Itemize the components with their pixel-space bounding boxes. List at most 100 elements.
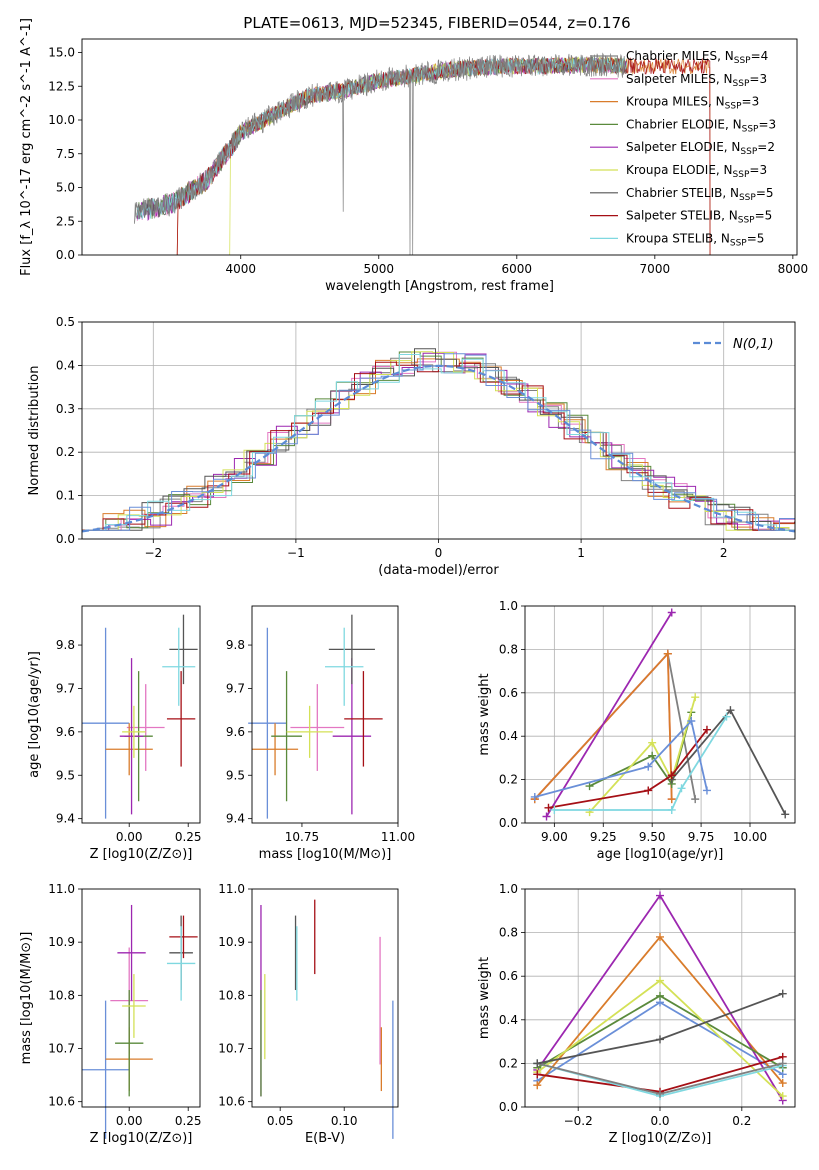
error-bar-point xyxy=(82,1000,130,1139)
y-tick-label: 9.7 xyxy=(226,681,245,695)
weight-lines xyxy=(533,891,787,1105)
error-bar-point xyxy=(117,904,146,1001)
weight-marker xyxy=(533,1059,542,1068)
weight-marker xyxy=(656,1089,664,1098)
x-axis-label: (data-model)/error xyxy=(378,563,499,578)
weight-series xyxy=(542,608,676,821)
y-tick-label: 0.0 xyxy=(56,532,75,546)
histogram-series xyxy=(84,354,795,531)
axes-frame xyxy=(81,321,796,540)
y-tick-label: 9.8 xyxy=(226,638,245,652)
x-tick-label: 11.00 xyxy=(381,830,415,844)
error-bar-point xyxy=(325,627,364,706)
panel-spectrum: Chabrier MILES, NSSP=4 Salpeter MILES, NS… xyxy=(19,18,808,294)
weight-marker xyxy=(656,891,664,900)
panel-weight_vs_Z: −0.2 0.0 0.2 0.0 0.2 0.4 0.6 0.8 1.0 Z [log10(Z/Z… xyxy=(477,882,796,1146)
y-axis-label: mass [log10(M/M⊙)] xyxy=(19,932,34,1065)
y-tick-label: 0.2 xyxy=(56,445,75,459)
axes-frame xyxy=(524,605,796,824)
x-axis-label: age [log10(age/yr)] xyxy=(597,847,724,862)
error-bar-point xyxy=(271,671,302,802)
y-tick-label: 0.8 xyxy=(499,642,518,656)
weight-marker xyxy=(544,803,553,812)
weight-marker xyxy=(530,792,539,801)
x-tick-label: 0.25 xyxy=(175,1114,202,1128)
y-tick-label: 10.6 xyxy=(48,1095,75,1109)
x-tick-label: −2 xyxy=(144,546,162,560)
y-tick-label: 9.6 xyxy=(226,725,245,739)
y-tick-label: 10.9 xyxy=(48,935,75,949)
axes-frame xyxy=(251,605,399,824)
legend-entry: Kroupa MILES, NSSP=3 xyxy=(626,95,759,112)
error-bars xyxy=(82,904,198,1139)
error-bar-point xyxy=(252,723,299,776)
weight-marker xyxy=(691,693,700,702)
axes-frame xyxy=(81,605,201,824)
histogram-series xyxy=(82,351,795,531)
y-tick-label: 0.5 xyxy=(56,315,75,329)
error-bars xyxy=(260,899,394,1139)
legend-entry: Kroupa ELODIE, NSSP=3 xyxy=(626,163,767,180)
weight-marker xyxy=(722,712,731,721)
y-tick-label: 1.0 xyxy=(499,599,518,613)
x-tick-label: 9.00 xyxy=(541,830,568,844)
error-bars xyxy=(82,614,198,819)
weight-marker xyxy=(691,795,700,804)
panel-age_vs_Z: 0.00 0.25 9.4 9.5 9.6 9.7 9.8 Z [log10(Z/Z⊙)] ag… xyxy=(27,605,202,862)
y-tick-label: 10.7 xyxy=(218,1042,245,1056)
plot-area xyxy=(82,614,198,819)
weight-marker xyxy=(644,786,653,795)
legend-entry: Chabrier MILES, NSSP=4 xyxy=(626,49,768,66)
x-tick-label: 0.25 xyxy=(175,830,202,844)
weight-marker xyxy=(656,976,664,985)
y-tick-label: 10.0 xyxy=(48,113,75,127)
x-tick-label: 9.25 xyxy=(590,830,617,844)
legend: N(0,1) xyxy=(693,337,774,352)
error-bar-point xyxy=(122,974,146,1038)
axes-frame xyxy=(81,888,201,1108)
weight-marker xyxy=(778,1059,787,1068)
weight-marker xyxy=(667,805,676,814)
weight-line xyxy=(548,729,708,809)
weight-series xyxy=(585,708,696,791)
weight-line xyxy=(545,612,673,817)
figure-title: PLATE=0613, MJD=52345, FIBERID=0544, z=0… xyxy=(243,14,630,32)
y-tick-label: 10.8 xyxy=(218,988,245,1002)
weight-marker xyxy=(702,786,711,795)
y-tick-label: 10.7 xyxy=(48,1042,75,1056)
panel-residuals: N(0,1) −2 −1 0 1 2 0.0 0.1 0.2 0.3 0.4 0.5 (data-mod… xyxy=(27,315,796,578)
error-bars xyxy=(248,614,383,819)
y-axis-label: Normed distribution xyxy=(27,366,42,496)
x-tick-label: 2 xyxy=(720,546,728,560)
y-tick-label: 9.7 xyxy=(56,681,75,695)
x-axis-label: E(B-V) xyxy=(305,1131,345,1146)
y-tick-label: 12.5 xyxy=(48,79,75,93)
y-tick-label: 0.2 xyxy=(499,1056,518,1070)
x-axis-label: Z [log10(Z/Z⊙)] xyxy=(609,1131,712,1146)
weight-marker xyxy=(687,717,696,726)
weight-marker xyxy=(667,795,676,804)
y-tick-label: 0.6 xyxy=(499,969,518,983)
x-tick-label: 0.2 xyxy=(732,1114,751,1128)
error-bar-point xyxy=(82,627,130,819)
x-tick-label: 10.75 xyxy=(285,830,319,844)
y-tick-label: 0.0 xyxy=(499,1100,518,1114)
y-tick-label: 9.8 xyxy=(56,638,75,652)
y-tick-label: 0.4 xyxy=(499,729,518,743)
weight-marker xyxy=(781,810,790,819)
panel-mass_vs_Z: 0.00 0.25 10.6 10.7 10.8 10.9 11.0 Z [log10(Z/Z… xyxy=(19,882,202,1146)
axes-frame xyxy=(524,888,796,1108)
y-axis-label: mass weight xyxy=(477,673,492,755)
histogram-series xyxy=(84,351,795,531)
spectrum-lines xyxy=(134,52,711,255)
spectrum-series xyxy=(176,56,711,255)
x-axis-label: mass [log10(M/M⊙)] xyxy=(259,847,392,862)
y-tick-label: 0.2 xyxy=(499,773,518,787)
plot-area: N(0,1) xyxy=(81,337,796,533)
plot-area xyxy=(82,904,198,1139)
weight-marker xyxy=(533,1081,542,1090)
error-bar-point xyxy=(122,705,146,758)
weight-series xyxy=(550,712,731,814)
histogram-series xyxy=(87,353,795,531)
x-tick-label: 10.00 xyxy=(733,830,767,844)
